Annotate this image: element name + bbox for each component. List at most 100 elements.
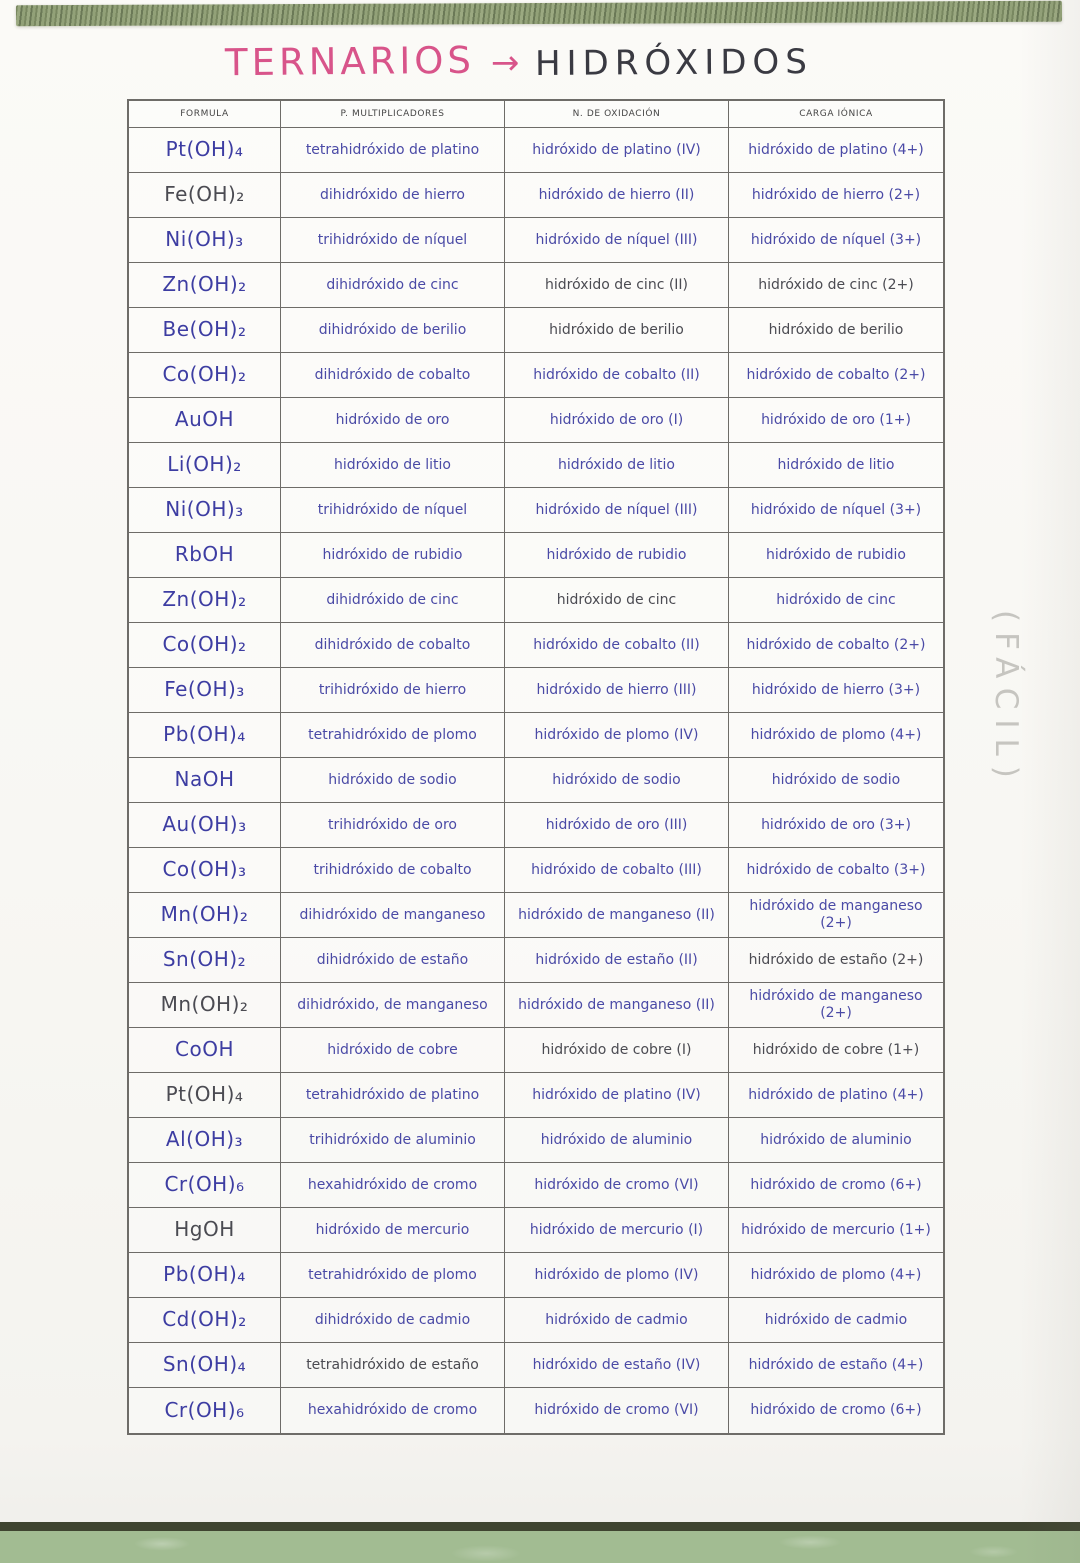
multiplicadores-cell: tetrahidróxido de plomo xyxy=(281,1253,505,1297)
carga-cell: hidróxido de níquel (3+) xyxy=(750,231,922,248)
multiplicadores-cell: hidróxido de mercurio xyxy=(281,1208,505,1252)
oxidacion-cell: hidróxido de cromo (VI) xyxy=(505,1163,729,1207)
oxidacion-cell: hidróxido de cobre (I) xyxy=(505,1028,729,1072)
table-row: NaOH hidróxido de sodio hidróxido de sodio… xyxy=(129,758,943,803)
carga-cell: hidróxido de rubidio xyxy=(765,546,906,563)
facil-pencil-note: (FÁCIL) xyxy=(988,610,1024,788)
table-row: Pb(OH)₄ tetrahidróxido de plomo hidróxido … xyxy=(129,713,943,758)
oxidacion-cell: hidróxido de cadmio xyxy=(505,1298,729,1342)
multiplicadores-cell: trihidróxido de hierro xyxy=(281,668,505,712)
carga-cell: hidróxido de mercurio (1+) xyxy=(741,1221,931,1238)
table-row: Co(OH)₂ dihidróxido de cobalto hidróxido d… xyxy=(129,353,943,398)
header-formula: FORMULA xyxy=(129,101,281,127)
table-row: Pb(OH)₄ tetrahidróxido de plomo hidróxido … xyxy=(129,1253,943,1298)
formula-cell: Ni(OH)₃ xyxy=(129,218,281,262)
carga-cell: hidróxido de cromo (6+) xyxy=(750,1402,922,1419)
formula-cell: Co(OH)₃ xyxy=(129,848,281,892)
carga-cell: hidróxido de oro (1+) xyxy=(761,411,911,428)
multiplicadores-cell: tetrahidróxido de estaño xyxy=(281,1343,505,1387)
multiplicadores-cell: dihidróxido de cobalto xyxy=(281,353,505,397)
multiplicadores-cell: tetrahidróxido de plomo xyxy=(281,713,505,757)
carga-cell: hidróxido de aluminio xyxy=(760,1131,912,1148)
multiplicadores-cell: dihidróxido de estaño xyxy=(281,938,505,982)
table-row: Be(OH)₂ dihidróxido de berilio hidróxido d… xyxy=(129,308,943,353)
carga-cell: hidróxido de berilio xyxy=(768,321,904,338)
formula-cell: Cr(OH)₆ xyxy=(129,1388,281,1433)
oxidacion-cell: hidróxido de plomo (IV) xyxy=(505,713,729,757)
formula-cell: Sn(OH)₄ xyxy=(129,1343,281,1387)
oxidacion-cell: hidróxido de hierro (II) xyxy=(505,173,729,217)
carga-cell: hidróxido de cobalto (2+) xyxy=(746,636,926,653)
table-row: Co(OH)₂ dihidróxido de cobalto hidróxido d… xyxy=(129,623,943,668)
carga-cell: hidróxido de cobalto (3+) xyxy=(746,861,926,878)
formula-cell: Cd(OH)₂ xyxy=(129,1298,281,1342)
oxidacion-cell: hidróxido de cobalto (II) xyxy=(505,353,729,397)
title-ternarios: TERNARIOS xyxy=(224,38,476,85)
multiplicadores-cell: hidróxido de rubidio xyxy=(281,533,505,577)
carga-cell: hidróxido de hierro (3+) xyxy=(751,681,921,698)
multiplicadores-cell: hidróxido de litio xyxy=(281,443,505,487)
formula-cell: Fe(OH)₃ xyxy=(129,668,281,712)
formula-cell: Zn(OH)₂ xyxy=(129,263,281,307)
table-header-row: FORMULA P. MULTIPLICADORES N. DE OXIDACI… xyxy=(129,101,943,128)
multiplicadores-cell: dihidróxido de cadmio xyxy=(281,1298,505,1342)
oxidacion-cell: hidróxido de mercurio (I) xyxy=(505,1208,729,1252)
oxidacion-cell: hidróxido de cromo (VI) xyxy=(505,1388,729,1433)
formula-cell: Ni(OH)₃ xyxy=(129,488,281,532)
multiplicadores-cell: dihidróxido de hierro xyxy=(281,173,505,217)
multiplicadores-cell: hidróxido de cobre xyxy=(281,1028,505,1072)
oxidacion-cell: hidróxido de platino (IV) xyxy=(505,1073,729,1117)
carga-cell: hidróxido de manganeso (2+) xyxy=(749,988,923,1021)
formula-cell: Cr(OH)₆ xyxy=(129,1163,281,1207)
formula-cell: CoOH xyxy=(129,1028,281,1072)
table-row: Li(OH)₂ hidróxido de litio hidróxido de li… xyxy=(129,443,943,488)
carga-cell: hidróxido de plomo (4+) xyxy=(750,726,922,743)
table-row: Pt(OH)₄ tetrahidróxido de platino hidróxid… xyxy=(129,128,943,173)
oxidacion-cell: hidróxido de manganeso (II) xyxy=(505,983,729,1027)
table-row: Sn(OH)₂ dihidróxido de estaño hidróxido de… xyxy=(129,938,943,983)
oxidacion-cell: hidróxido de hierro (III) xyxy=(505,668,729,712)
multiplicadores-cell: dihidróxido, de manganeso xyxy=(281,983,505,1027)
table-row: Mn(OH)₂ dihidróxido, de manganeso hidróxid… xyxy=(129,983,943,1028)
multiplicadores-cell: trihidróxido de níquel xyxy=(281,488,505,532)
formula-cell: HgOH xyxy=(129,1208,281,1252)
oxidacion-cell: hidróxido de estaño (II) xyxy=(505,938,729,982)
carga-cell: hidróxido de hierro (2+) xyxy=(751,186,921,203)
oxidacion-cell: hidróxido de platino (IV) xyxy=(505,128,729,172)
table-row: Au(OH)₃ trihidróxido de oro hidróxido de o… xyxy=(129,803,943,848)
formula-cell: AuOH xyxy=(129,398,281,442)
formula-cell: NaOH xyxy=(129,758,281,802)
multiplicadores-cell: dihidróxido de cinc xyxy=(281,578,505,622)
oxidacion-cell: hidróxido de sodio xyxy=(505,758,729,802)
carga-cell: hidróxido de estaño (4+) xyxy=(748,1356,924,1373)
multiplicadores-cell: hidróxido de oro xyxy=(281,398,505,442)
carga-cell: hidróxido de platino (4+) xyxy=(748,1086,924,1103)
oxidacion-cell: hidróxido de manganeso (II) xyxy=(505,893,729,937)
oxidacion-cell: hidróxido de plomo (IV) xyxy=(505,1253,729,1297)
multiplicadores-cell: tetrahidróxido de platino xyxy=(281,1073,505,1117)
carga-cell: hidróxido de estaño (2+) xyxy=(748,951,924,968)
formula-cell: Al(OH)₃ xyxy=(129,1118,281,1162)
desk-surface xyxy=(0,1522,1080,1563)
multiplicadores-cell: hidróxido de sodio xyxy=(281,758,505,802)
carga-cell: hidróxido de sodio xyxy=(771,771,901,788)
table-row: Zn(OH)₂ dihidróxido de cinc hidróxido de c… xyxy=(129,263,943,308)
table-row: AuOH hidróxido de oro hidróxido de oro (I)… xyxy=(129,398,943,443)
formula-cell: Pb(OH)₄ xyxy=(129,713,281,757)
carga-cell: hidróxido de cinc (2+) xyxy=(758,276,914,293)
carga-cell: hidróxido de cinc xyxy=(776,591,896,608)
multiplicadores-cell: dihidróxido de berilio xyxy=(281,308,505,352)
table-row: Pt(OH)₄ tetrahidróxido de platino hidróxid… xyxy=(129,1073,943,1118)
formula-cell: Mn(OH)₂ xyxy=(129,983,281,1027)
formula-cell: Li(OH)₂ xyxy=(129,443,281,487)
multiplicadores-cell: trihidróxido de níquel xyxy=(281,218,505,262)
carga-cell: hidróxido de cobalto (2+) xyxy=(746,366,926,383)
oxidacion-cell: hidróxido de rubidio xyxy=(505,533,729,577)
formula-cell: Be(OH)₂ xyxy=(129,308,281,352)
multiplicadores-cell: trihidróxido de cobalto xyxy=(281,848,505,892)
multiplicadores-cell: tetrahidróxido de platino xyxy=(281,128,505,172)
oxidacion-cell: hidróxido de litio xyxy=(505,443,729,487)
multiplicadores-cell: dihidróxido de cobalto xyxy=(281,623,505,667)
oxidacion-cell: hidróxido de oro (I) xyxy=(505,398,729,442)
table-row: CoOH hidróxido de cobre hidróxido de cobre… xyxy=(129,1028,943,1073)
